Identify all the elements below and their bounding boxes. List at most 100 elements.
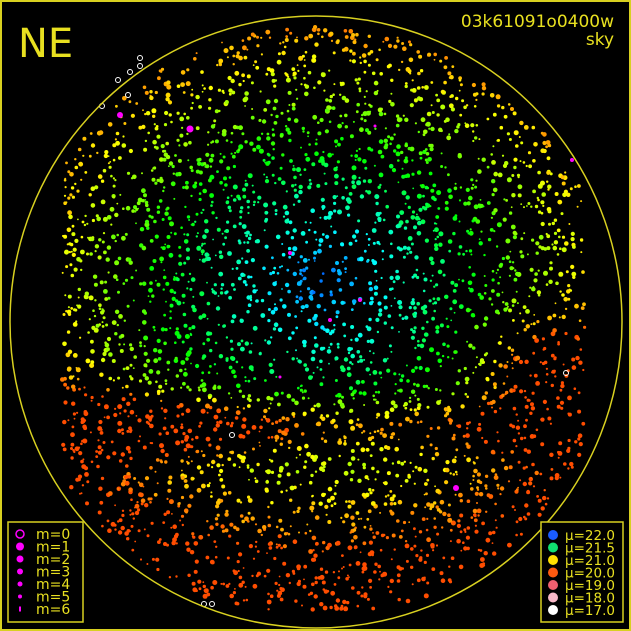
sky-point — [185, 510, 188, 514]
sky-point — [417, 343, 420, 347]
sky-point — [344, 186, 348, 190]
sky-point — [157, 357, 162, 361]
sky-point — [65, 310, 68, 313]
sky-point — [138, 329, 141, 332]
sky-point — [402, 245, 407, 250]
sky-point — [358, 256, 364, 262]
sky-point — [530, 205, 533, 208]
sky-point — [374, 194, 380, 200]
sky-point — [414, 346, 417, 350]
sky-point — [411, 88, 417, 93]
sky-point — [420, 117, 426, 123]
sky-point — [238, 389, 242, 393]
sky-point — [147, 416, 153, 421]
sky-point — [393, 372, 397, 376]
sky-point — [334, 358, 337, 361]
sky-point — [247, 498, 253, 503]
sky-point — [469, 287, 474, 293]
sky-point — [327, 542, 332, 548]
sky-point — [401, 248, 404, 251]
sky-point — [347, 461, 352, 467]
sky-point — [337, 209, 342, 215]
sky-point — [267, 436, 271, 439]
sky-point — [143, 351, 148, 356]
sky-point — [292, 246, 298, 252]
sky-point — [335, 310, 340, 315]
sky-point — [225, 358, 229, 362]
sky-point — [254, 545, 257, 548]
sky-point — [425, 152, 430, 156]
sky-point — [560, 381, 565, 385]
sky-point — [272, 148, 275, 151]
sky-point — [191, 222, 195, 227]
sky-point — [63, 194, 67, 197]
sky-point — [501, 256, 505, 261]
sky-point — [357, 219, 361, 223]
sky-point — [368, 317, 372, 322]
sky-point — [350, 449, 355, 453]
sky-point — [221, 463, 224, 467]
sky-point — [543, 489, 546, 492]
sky-point — [422, 309, 428, 315]
sky-point — [187, 428, 193, 434]
sky-point — [122, 367, 126, 371]
sky-point — [295, 88, 298, 91]
sky-point — [141, 172, 143, 175]
sky-point — [344, 125, 348, 129]
sky-point — [363, 594, 368, 599]
sky-point — [416, 170, 422, 175]
sky-point — [479, 203, 484, 208]
sky-point — [190, 277, 196, 282]
sky-point — [224, 528, 229, 533]
sky-point — [135, 102, 139, 105]
sky-point — [169, 303, 174, 308]
sky-point — [512, 235, 518, 240]
sky-point — [368, 540, 373, 545]
sky-point — [249, 468, 254, 473]
sky-point — [429, 205, 432, 208]
sky-point — [118, 156, 122, 160]
sky-point — [247, 394, 252, 398]
sky-point — [209, 174, 215, 180]
sky-point — [369, 525, 372, 527]
sky-point — [339, 394, 342, 398]
sky-point — [200, 249, 205, 254]
sky-point — [254, 60, 258, 64]
sky-point — [200, 70, 204, 74]
sky-point — [274, 181, 277, 185]
sky-point — [218, 109, 221, 113]
sky-point — [393, 133, 396, 136]
sky-point — [450, 556, 455, 560]
sky-point — [150, 521, 154, 525]
sky-point — [130, 276, 134, 280]
sky-point — [307, 287, 311, 291]
sky-point — [328, 362, 330, 365]
sky-point — [414, 394, 417, 397]
sky-point — [169, 310, 172, 313]
sky-point — [439, 499, 445, 505]
sky-point — [144, 503, 149, 508]
sky-point — [192, 184, 197, 189]
sky-point — [339, 402, 345, 408]
sky-point — [149, 266, 155, 271]
sky-point — [443, 407, 448, 412]
sky-point — [221, 89, 225, 93]
sky-point — [359, 194, 365, 199]
sky-point — [393, 548, 396, 551]
sky-point — [423, 493, 426, 496]
sky-point — [133, 477, 137, 480]
sky-point — [274, 303, 276, 306]
sky-point — [371, 228, 377, 233]
sky-point — [222, 242, 226, 246]
sky-point — [511, 362, 514, 365]
sky-point — [244, 260, 249, 264]
sky-point — [484, 284, 488, 287]
sky-point — [508, 260, 512, 264]
sky-point — [483, 275, 486, 277]
sky-point — [405, 364, 408, 367]
sky-point — [358, 391, 363, 395]
sky-point — [333, 403, 336, 406]
sky-point — [106, 388, 110, 392]
sky-point — [571, 271, 577, 277]
sky-point — [501, 393, 505, 398]
